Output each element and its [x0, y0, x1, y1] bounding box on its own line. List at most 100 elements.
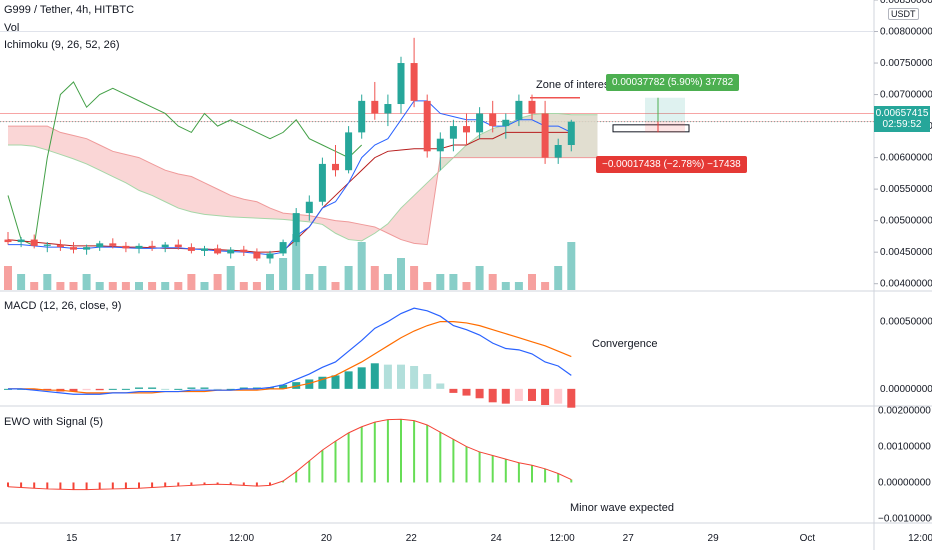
macd-histogram-bar: [174, 388, 183, 390]
macd-histogram-bar: [95, 388, 104, 391]
senkou-span-a: [8, 112, 598, 242]
volume-bar: [554, 266, 563, 290]
macd-line: [8, 307, 572, 395]
candle-body: [358, 100, 366, 133]
candle-body: [436, 138, 444, 152]
candle-body: [174, 244, 182, 248]
candle-body: [292, 213, 300, 243]
macd-histogram-bar: [318, 376, 327, 389]
candle-body: [567, 121, 575, 145]
time-tick-label: 12:00: [550, 533, 575, 544]
time-tick-label: 27: [623, 533, 635, 544]
macd-histogram-bar: [462, 388, 471, 396]
candle-body: [30, 239, 38, 246]
volume-bar: [121, 282, 130, 290]
currency-unit[interactable]: USDT: [888, 8, 919, 20]
volume-bar: [383, 274, 392, 290]
price-tick-label: 0.00850000: [880, 0, 932, 6]
volume-bar: [56, 282, 65, 290]
volume-bar: [331, 282, 340, 290]
time-tick-label: 12:00: [229, 533, 254, 544]
candle-body: [279, 242, 287, 254]
volume-bar: [239, 282, 248, 290]
ewo-tick-label: −0.00100000: [878, 513, 932, 524]
volume-bar: [423, 282, 432, 290]
price-tick-label: 0.00450000: [880, 247, 932, 258]
volume-bar: [397, 258, 405, 290]
candle-body: [240, 249, 248, 253]
macd-histogram-bar: [449, 388, 458, 393]
volume-bar: [318, 266, 327, 290]
ewo-signal-line: [7, 418, 572, 491]
volume-bar: [436, 274, 445, 290]
candle-body: [332, 163, 339, 171]
volume-bar: [200, 282, 209, 290]
volume-bar: [410, 266, 419, 290]
macd-histogram-bar: [357, 367, 366, 389]
volume-legend: Vol: [4, 22, 20, 34]
macd-histogram-bar: [501, 388, 510, 404]
candle-body: [227, 249, 235, 254]
volume-bar: [567, 242, 576, 290]
price-tick-label: 0.00550000: [880, 184, 932, 195]
volume-bar: [305, 274, 314, 290]
macd-histogram-bar: [528, 388, 536, 401]
candle-body: [187, 247, 195, 251]
volume-bar: [344, 266, 353, 290]
candle-body: [161, 244, 169, 248]
candle-body: [397, 63, 405, 105]
loss-measure-badge: −0.00017438 (−2.78%) −17438: [596, 156, 747, 173]
candle-body: [96, 243, 104, 248]
macd-histogram-bar: [82, 388, 91, 391]
macd-signal-line: [8, 320, 572, 394]
macd-histogram-bar: [213, 388, 222, 390]
candle-body: [515, 100, 523, 120]
macd-histogram-bar: [305, 379, 314, 389]
macd-histogram-bar: [279, 384, 288, 389]
volume-bar: [370, 266, 379, 290]
macd-histogram-bar: [475, 388, 484, 399]
time-tick-label: 22: [406, 533, 418, 544]
volume-bar: [69, 282, 78, 290]
candle-body: [122, 245, 130, 249]
macd-histogram-bar: [148, 387, 157, 389]
candle-body: [345, 132, 353, 171]
volume-bar: [187, 274, 196, 290]
candle-body: [528, 100, 536, 114]
candle-body: [410, 63, 418, 101]
macd-histogram-bar: [161, 388, 170, 390]
volume-bar: [462, 282, 471, 290]
volume-bar: [161, 282, 170, 290]
macd-histogram-bar: [226, 388, 235, 390]
macd-histogram-bar: [252, 387, 261, 389]
candle-body: [449, 126, 457, 139]
zone-of-interest-label: Zone of interest: [536, 79, 613, 91]
macd-histogram-bar: [108, 388, 117, 390]
macd-tick-label: 0.00000000: [880, 384, 932, 395]
volume-bar: [252, 282, 261, 290]
ewo-tick-label: 0.00000000: [878, 477, 931, 488]
senkou-span-b: [8, 125, 598, 246]
ewo-tick-label: 0.00100000: [878, 442, 931, 453]
volume-bar: [135, 282, 143, 290]
volume-bar: [266, 274, 274, 290]
convergence-label: Convergence: [592, 338, 658, 350]
volume-bar: [279, 258, 288, 290]
volume-bar: [541, 282, 550, 290]
tenkan-sen: [8, 100, 572, 256]
volume-bar: [501, 282, 510, 290]
macd-histogram-bar: [187, 387, 196, 389]
candle-body: [463, 126, 470, 133]
ichimoku-legend: Ichimoku (9, 26, 52, 26): [4, 39, 120, 51]
volume-bar: [449, 274, 458, 290]
candle-body: [554, 145, 562, 158]
volume-bar: [174, 282, 183, 290]
candle-body: [476, 113, 484, 133]
ewo-tick-label: 0.00200000: [878, 406, 931, 417]
volume-bar: [30, 282, 39, 290]
candle-body: [423, 100, 431, 152]
chikou-span: [7, 81, 363, 247]
volume-bar: [514, 282, 523, 290]
loss-measure-area: [645, 121, 685, 133]
